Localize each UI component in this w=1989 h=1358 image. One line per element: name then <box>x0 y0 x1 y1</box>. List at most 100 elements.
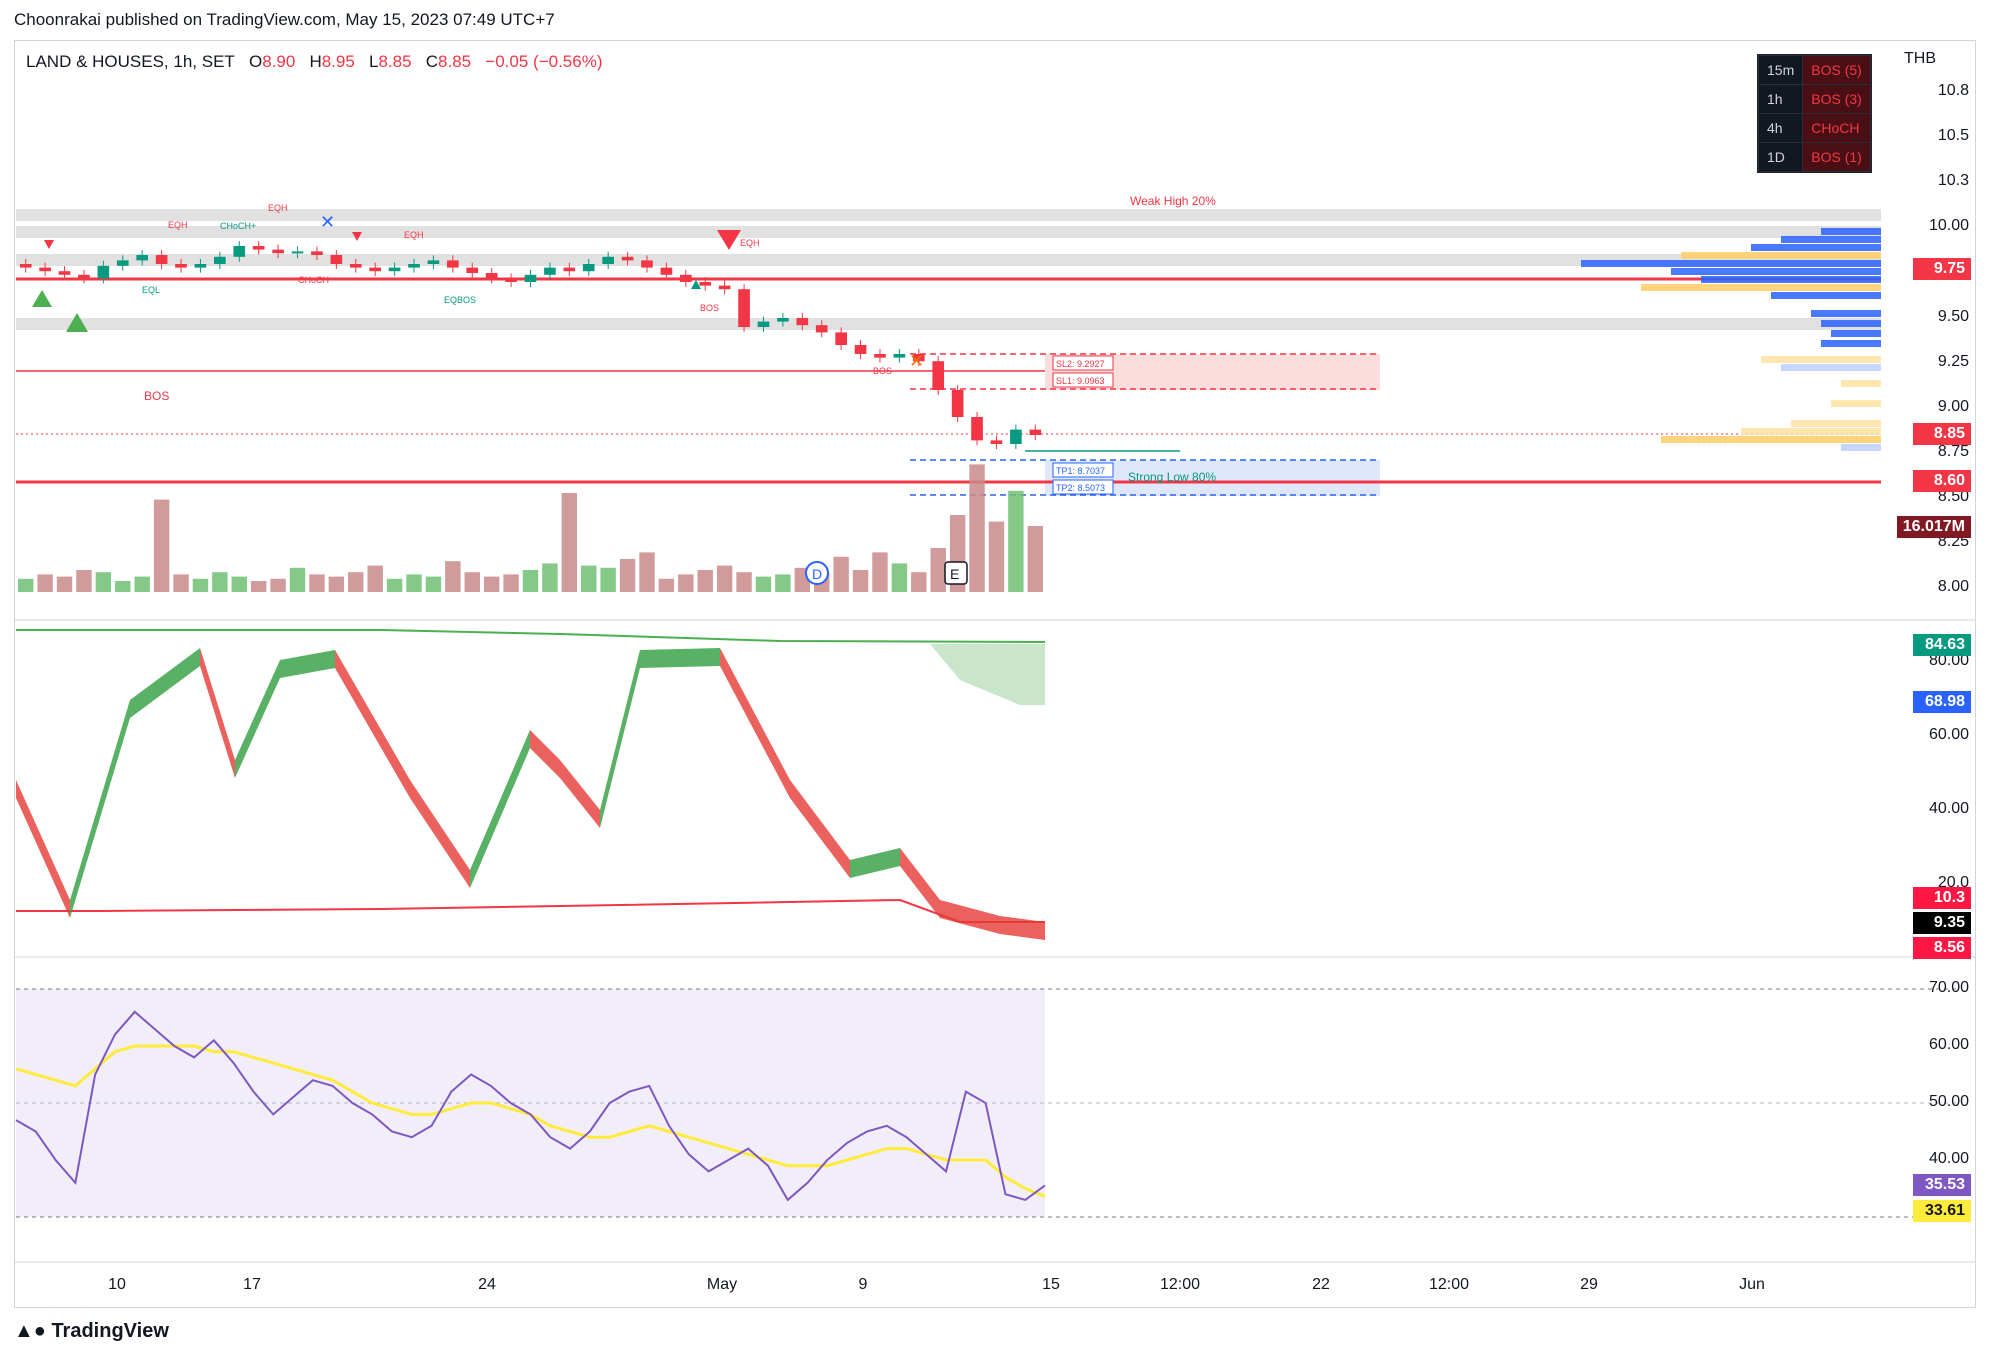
osc-tag: 8.56 <box>1913 937 1971 959</box>
osc-ribbon <box>1000 916 1045 940</box>
candle-body <box>330 255 343 264</box>
volume-bar <box>18 578 34 592</box>
price-tag-lower: 8.60 <box>1913 470 1971 492</box>
candle-body <box>602 256 614 264</box>
volume-profile-bar <box>1841 380 1881 387</box>
supply-zone <box>16 226 1881 238</box>
candle-body <box>388 267 401 272</box>
high-label: H <box>309 52 322 71</box>
time-tick: May <box>706 1276 738 1293</box>
supply-zone <box>16 254 1881 266</box>
osc-ribbon <box>850 848 900 878</box>
sell-signal-marker <box>717 230 741 250</box>
candle-body <box>194 264 207 268</box>
volume-bar <box>289 567 306 592</box>
close-label: C <box>425 52 439 71</box>
candle-body <box>874 354 886 358</box>
volume-bar <box>716 565 733 592</box>
candle-body <box>78 274 90 279</box>
candle-body <box>932 361 945 390</box>
candle-body <box>660 267 673 275</box>
osc-ribbon <box>900 848 940 918</box>
low-value: 8.85 <box>378 52 412 71</box>
dividend-event-label: D <box>812 566 822 582</box>
volume-bar <box>833 556 849 592</box>
volume-profile-bar <box>1751 244 1881 251</box>
volume-bar <box>192 578 209 592</box>
open-label: O <box>248 52 263 71</box>
volume-bar <box>755 576 772 592</box>
volume-profile-bar <box>1581 260 1881 267</box>
candle-body <box>272 249 284 254</box>
earnings-event-label: E <box>950 566 959 582</box>
volume-profile-bar <box>1821 228 1881 235</box>
volume-profile-bar <box>1701 276 1881 283</box>
volume-profile-bar <box>1821 340 1881 347</box>
candle-body <box>505 278 517 282</box>
volume-bar <box>425 576 442 592</box>
volume-bar <box>522 570 539 592</box>
volume-profile-bar <box>1821 320 1881 327</box>
candle-body <box>912 354 925 362</box>
rsi-tick: 60.00 <box>1928 1036 1969 1053</box>
tp2-box <box>1052 479 1114 495</box>
rsi-ma-tag: 33.61 <box>1913 1200 1971 1222</box>
sl2-box <box>1052 355 1114 371</box>
tp2-label: TP2: 8.5073 <box>1056 483 1105 493</box>
buy-signal-marker <box>66 313 88 332</box>
rsi-tick: 70.00 <box>1928 979 1969 996</box>
osc-ribbon <box>470 730 530 888</box>
osc-ribbon <box>530 730 560 778</box>
buy-signal-marker <box>32 290 52 307</box>
volume-bar <box>367 565 383 592</box>
time-tick: 15 <box>1042 1276 1060 1293</box>
signal-cell: BOS (5) <box>1802 55 1871 85</box>
candle-body <box>971 417 983 441</box>
volume-bar <box>930 548 946 592</box>
eqh-label: EQH <box>168 220 188 230</box>
rsi-line <box>15 1010 1046 1202</box>
eql-label: EQL <box>142 285 160 295</box>
volume-profile-bar <box>1841 444 1881 451</box>
volume-bar <box>581 565 597 592</box>
timeframe-table: 15m BOS (5) 1h BOS (3) 4h CHoCH 1D BOS (1) <box>1757 54 1872 173</box>
table-row: 1h BOS (3) <box>1757 84 1871 114</box>
volume-profile-bar <box>1681 252 1881 259</box>
volume-bar <box>173 574 189 592</box>
osc-tag: 9.35 <box>1913 912 1971 934</box>
eqbos-label: EQBOS <box>444 295 476 305</box>
osc-ribbon <box>70 700 130 918</box>
change-value: −0.05 (−0.56%) <box>485 52 603 71</box>
volume-profile-bar <box>1741 428 1881 435</box>
volume-bar <box>736 572 752 592</box>
osc-ribbon <box>940 900 1000 934</box>
tradingview-logo-icon: ▲● <box>14 1320 46 1342</box>
volume-bar <box>969 464 985 592</box>
volume-profile-bar <box>1671 268 1881 275</box>
candle-body <box>447 260 459 268</box>
supply-zone <box>16 318 1881 330</box>
time-tick: 24 <box>478 1276 496 1293</box>
close-value: 8.85 <box>438 52 472 71</box>
volume-profile-bar <box>1661 436 1881 443</box>
candle-body <box>699 282 712 286</box>
price-tick: 9.50 <box>1937 308 1969 325</box>
candle-body <box>893 354 906 358</box>
volume-tag: 16.017M <box>1896 516 1971 538</box>
candle-body <box>582 264 595 272</box>
time-tick: Jun <box>1739 1276 1765 1293</box>
candle-body <box>136 255 149 261</box>
osc-ribbon <box>560 760 600 828</box>
tradingview-logo[interactable]: ▲● TradingView <box>14 1320 169 1343</box>
volume-bar <box>328 576 345 592</box>
price-tick: 8.75 <box>1937 443 1969 460</box>
candle-body <box>641 260 653 268</box>
tp1-box <box>1052 462 1114 478</box>
tradingview-logo-text: TradingView <box>51 1320 169 1342</box>
volume-bar <box>911 572 927 592</box>
price-tag-upper: 9.75 <box>1913 258 1971 280</box>
osc-tick: 20.0 <box>1937 874 1969 891</box>
price-tick: 10.8 <box>1937 82 1969 99</box>
volume-bar <box>561 493 578 592</box>
